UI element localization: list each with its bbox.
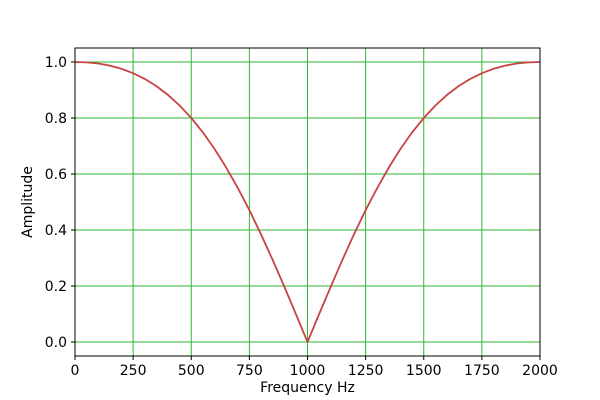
y-tick-label: 1.0 — [45, 55, 67, 71]
tick-layer: 0 250 500 750 1000 1250 1500 1750 2000 0.0 0.2 0.4 0… — [45, 55, 558, 379]
x-tick-label: 2000 — [522, 363, 558, 379]
x-tick-label: 250 — [120, 363, 147, 379]
data-layer — [74, 61, 541, 343]
y-axis-label: Amplitude — [20, 166, 36, 238]
y-tick-label: 0.6 — [45, 167, 67, 183]
grid-layer — [75, 48, 540, 356]
y-tick-label: 0.4 — [45, 223, 67, 239]
x-tick-label: 0 — [71, 363, 80, 379]
x-axis-label: Frequency Hz — [260, 380, 355, 396]
y-tick-label: 0.2 — [45, 279, 67, 295]
y-tick-label: 0.0 — [45, 335, 67, 351]
x-tick-label: 1750 — [464, 363, 500, 379]
x-tick-label: 1250 — [348, 363, 384, 379]
response-curve — [74, 61, 541, 343]
y-tick-label: 0.8 — [45, 111, 67, 127]
x-tick-label: 750 — [236, 363, 263, 379]
x-tick-label: 1000 — [290, 363, 326, 379]
x-tick-label: 500 — [178, 363, 205, 379]
x-tick-label: 1500 — [406, 363, 442, 379]
